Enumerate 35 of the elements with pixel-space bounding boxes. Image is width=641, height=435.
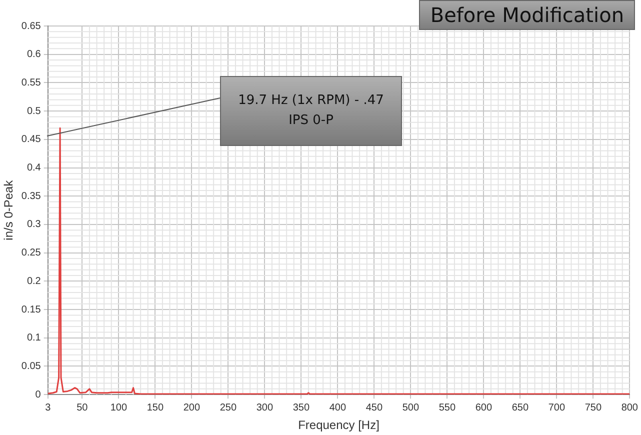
- x-tick-label: 150: [146, 402, 164, 414]
- y-tick-label: 0.5: [26, 106, 42, 117]
- x-tick-label: 550: [438, 402, 456, 414]
- x-tick-label: 350: [292, 402, 310, 414]
- y-tick-label: 0.65: [21, 20, 42, 32]
- y-tick-label: 0.4: [26, 162, 42, 174]
- x-tick-label: 250: [220, 402, 237, 414]
- y-tick-label: 0: [35, 389, 42, 400]
- y-tick-label: 0.55: [21, 77, 42, 88]
- y-tick-label: 0.15: [21, 304, 42, 316]
- annotation: 19.7 Hz (1x RPM) - .47 IPS 0-P: [237, 92, 385, 130]
- y-tick-label: 0.25: [21, 248, 42, 259]
- y-axis-title: in/s 0-Peak: [2, 179, 16, 240]
- y-tick-label: 0.6: [26, 49, 42, 60]
- x-tick-label: 650: [512, 402, 529, 414]
- x-tick-label: 800: [621, 402, 638, 414]
- x-tick-label: 450: [366, 402, 383, 414]
- x-tick-label: 700: [548, 402, 566, 414]
- x-tick-label: 50: [76, 402, 88, 414]
- y-tick-label: 0.05: [21, 360, 42, 372]
- y-tick-label: 0.1: [26, 332, 42, 344]
- x-tick-label: 400: [329, 402, 346, 414]
- x-tick-label: 3: [45, 402, 52, 414]
- x-tick-label: 300: [256, 402, 274, 414]
- y-tick-label: 0.35: [21, 190, 42, 202]
- y-tick-label: 0.3: [26, 219, 42, 230]
- chart-title: Before Modification: [419, 0, 635, 30]
- x-tick-label: 100: [110, 402, 128, 414]
- y-tick-label: 0.2: [26, 276, 42, 287]
- x-tick-label: 600: [475, 402, 492, 414]
- y-tick-label: 0.45: [21, 134, 42, 146]
- x-axis-title: Frequency [Hz]: [298, 418, 380, 432]
- x-tick-label: 750: [584, 402, 602, 414]
- x-tick-label: 200: [183, 402, 200, 414]
- x-tick-label: 500: [402, 402, 420, 414]
